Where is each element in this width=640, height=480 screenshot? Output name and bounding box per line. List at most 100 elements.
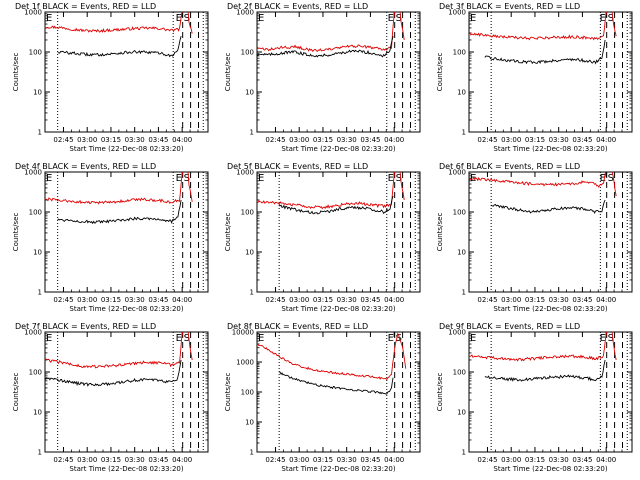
panel-6: Det 6f BLACK = Events, RED = LLD 1 10 100 10… [436, 162, 633, 313]
panel-2-xtick-label: 03:45 [360, 136, 380, 144]
panel-5-series-events [279, 195, 394, 215]
panel-8-ytick-label: 10 [245, 419, 254, 427]
panel-1-xtick-label: 04:00 [172, 136, 192, 144]
panel-1-xtick-label: 02:45 [53, 136, 73, 144]
panel-8-title: Det 8f BLACK = Events, RED = LLD [227, 322, 368, 331]
panel-3-xtick-label: 03:45 [572, 136, 592, 144]
panel-7-ylabel: Counts/sec [12, 373, 20, 412]
panel-3-ytick-label: 10 [457, 89, 466, 97]
panel-6-ylabel: Counts/sec [436, 213, 444, 252]
panel-8-xtick-label: 04:00 [384, 456, 404, 464]
panel-8-event-marker-e2: E [388, 333, 394, 344]
panel-7-ytick-label: 1000 [24, 329, 42, 337]
panel-2-xtick-label: 03:30 [337, 136, 357, 144]
panel-2-event-marker-s: S [396, 13, 402, 24]
panel-6-ytick-label: 100 [453, 209, 466, 217]
panel-6-event-marker-e2: E [600, 173, 606, 184]
panel-1-title: Det 1f BLACK = Events, RED = LLD [15, 2, 156, 11]
panel-5-xtick-label: 04:00 [384, 296, 404, 304]
panel-8-ytick-label: 1000 [236, 359, 254, 367]
panel-2-series-events [257, 35, 394, 58]
panel-7-title: Det 7f BLACK = Events, RED = LLD [15, 322, 156, 331]
panel-7-ytick-label: 10 [33, 409, 42, 417]
panel-2-ytick-label: 1000 [236, 9, 254, 17]
panel-5-xtick-label: 03:45 [360, 296, 380, 304]
panel-5-xtick-label: 03:30 [337, 296, 357, 304]
panel-6-series-lld [469, 172, 617, 197]
panel-3-xtick-label: 03:15 [525, 136, 545, 144]
panel-2-xtick-label: 03:15 [313, 136, 333, 144]
panel-7-xtick-label: 03:00 [77, 456, 97, 464]
panel-5-event-marker-s: S [396, 173, 402, 184]
panel-9-xtick-label: 04:00 [596, 456, 616, 464]
panel-8-series-lld [257, 332, 407, 381]
panel-5-event-marker-e: E [258, 173, 264, 184]
panel-6-xtick-label: 03:15 [525, 296, 545, 304]
panel-2-ytick-label: 1 [250, 129, 254, 137]
panel-4: Det 4f BLACK = Events, RED = LLD 1 10 100 10… [12, 162, 209, 313]
panel-1: Det 1f BLACK = Events, RED = LLD 1 10 100 10… [12, 2, 209, 153]
panel-8-event-marker-e: E [258, 333, 264, 344]
panel-1-event-marker-e2: E [176, 13, 182, 24]
panel-9-event-marker-e2: E [600, 333, 606, 344]
panel-9-xtick-label: 03:45 [572, 456, 592, 464]
panel-6-ytick-label: 1 [462, 289, 466, 297]
panel-9-ytick-label: 100 [453, 369, 466, 377]
panel-6-ytick-label: 1000 [448, 169, 466, 177]
panel-6-xtick-label: 02:45 [477, 296, 497, 304]
panel-1-ytick-label: 10 [33, 89, 42, 97]
panel-3: Det 3f BLACK = Events, RED = LLD 1 10 100 10… [436, 2, 633, 153]
panel-8-xtick-label: 03:30 [337, 456, 357, 464]
panel-3-xtick-label: 04:00 [596, 136, 616, 144]
panel-3-ylabel: Counts/sec [436, 53, 444, 92]
panel-2-event-marker-e2: E [388, 13, 394, 24]
panel-4-xlabel: Start Time (22-Dec-08 02:33:20) [69, 305, 183, 313]
panel-4-xtick-label: 03:00 [77, 296, 97, 304]
panel-2-frame [256, 11, 421, 133]
panel-3-xtick-label: 03:30 [549, 136, 569, 144]
panel-5-frame [256, 171, 421, 293]
panel-3-title: Det 3f BLACK = Events, RED = LLD [439, 2, 580, 11]
panel-5-xtick-label: 02:45 [265, 296, 285, 304]
panel-6-xtick-label: 03:45 [572, 296, 592, 304]
panel-1-xlabel: Start Time (22-Dec-08 02:33:20) [69, 145, 183, 153]
panel-1-event-marker-e: E [46, 13, 52, 24]
panel-5-ytick-label: 1000 [236, 169, 254, 177]
panel-4-event-marker-s: S [184, 173, 190, 184]
panel-7-series-lld [45, 332, 193, 369]
panel-8-event-marker-s: S [396, 333, 402, 344]
panel-7-xtick-label: 04:00 [172, 456, 192, 464]
panel-7-xtick-label: 03:45 [148, 456, 168, 464]
panel-4-series-lld [45, 172, 193, 205]
panel-1-series-lld [45, 12, 193, 34]
panel-1-series-events [57, 35, 182, 58]
panel-6-xtick-label: 04:00 [596, 296, 616, 304]
panel-7-series-events [45, 359, 182, 387]
panel-1-xtick-label: 03:45 [148, 136, 168, 144]
panel-9-xtick-label: 02:45 [477, 456, 497, 464]
panel-9-frame [468, 331, 633, 453]
panel-8-xtick-label: 03:00 [289, 456, 309, 464]
panel-1-ytick-label: 1000 [24, 9, 42, 17]
panel-9-xlabel: Start Time (22-Dec-08 02:33:20) [493, 465, 607, 473]
panel-9-ytick-label: 1 [462, 449, 466, 457]
panel-3-event-marker-e2: E [600, 13, 606, 24]
panel-1-ytick-label: 100 [29, 49, 42, 57]
panel-8-xtick-label: 03:15 [313, 456, 333, 464]
panel-8-frame [256, 331, 421, 453]
panel-2-series-lld [257, 12, 405, 52]
panel-3-ytick-label: 1 [462, 129, 466, 137]
panel-9-xtick-label: 03:15 [525, 456, 545, 464]
panel-7-ytick-label: 1 [38, 449, 42, 457]
panel-9-ytick-label: 1000 [448, 329, 466, 337]
panel-9-ylabel: Counts/sec [436, 373, 444, 412]
panel-4-xtick-label: 02:45 [53, 296, 73, 304]
panel-5: Det 5f BLACK = Events, RED = LLD 1 10 100 10… [224, 162, 421, 313]
panel-5-xtick-label: 03:00 [289, 296, 309, 304]
panel-7-event-marker-e: E [46, 333, 52, 344]
panel-2-xtick-label: 02:45 [265, 136, 285, 144]
panel-5-ytick-label: 1 [250, 289, 254, 297]
panel-2-ytick-label: 10 [245, 89, 254, 97]
panel-4-frame [44, 171, 209, 293]
